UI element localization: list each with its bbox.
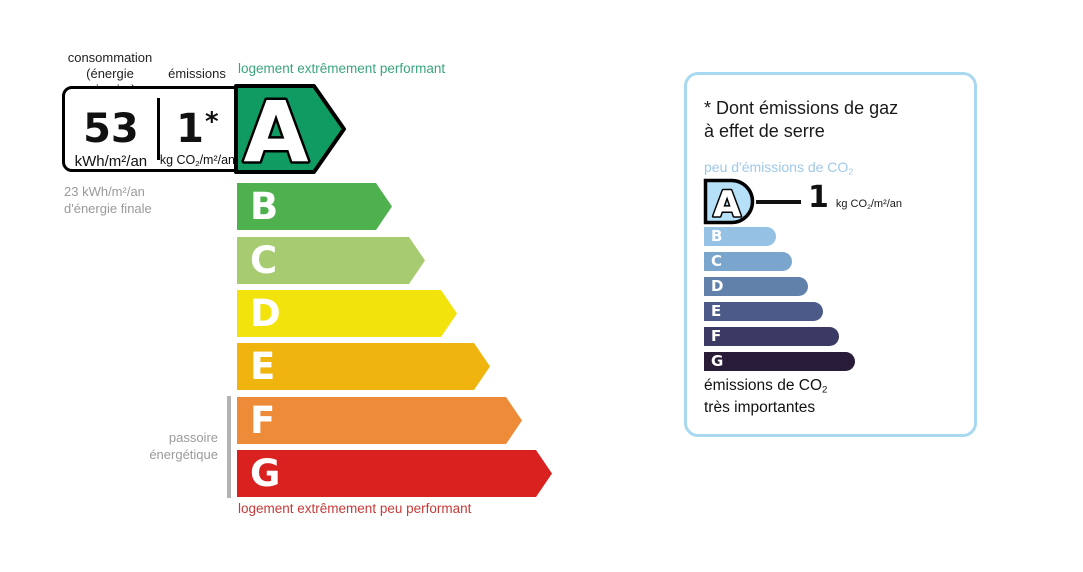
ges-high-caption-line1: émissions de CO2 [704,376,827,398]
ges-low-caption-subscript: 2 [848,166,854,177]
ges-class-e-letter: E [711,302,722,320]
ges-class-f-bar: F [704,327,839,346]
ges-class-f-letter: F [711,327,722,345]
ges-value-row: 1 kg CO2/m²/an [808,183,902,213]
energy-class-e-arrow: E [237,343,490,390]
ges-unit-prefix: kg CO [835,198,868,210]
energy-class-d-arrow: D [237,290,457,337]
emissions-unit-subscript: 2 [195,159,200,169]
ges-high-caption-line2: très importantes [704,398,816,416]
ges-low-caption-text: peu d'émissions de CO [704,159,849,175]
value-box-divider [156,98,160,160]
ges-panel-title-line1: * Dont émissions de gaz [704,98,899,118]
passoire-label-line1: passoire [168,430,218,445]
consumption-cell: 53 kWh/m²/an [65,89,157,170]
final-energy-note: 23 kWh/m²/an d'énergie finale [64,184,152,217]
ges-high-emissions-caption: émissions de CO2 très importantes [704,376,827,419]
emissions-value-number: 1 [176,106,205,152]
emissions-value: 1* [176,109,218,149]
ges-low-emissions-caption: peu d'émissions de CO2 [704,159,853,176]
ges-emissions-panel: * Dont émissions de gaz à effet de serre… [684,72,977,437]
ges-class-a-badge-shape [703,178,755,225]
energy-class-d-letter: D [250,292,281,335]
ges-connector-line [756,200,801,204]
energy-class-e-letter: E [250,345,276,388]
final-energy-note-line2: d'énergie finale [64,200,152,216]
ges-class-g-bar: G [704,352,855,371]
emissions-asterisk: * [205,107,219,137]
energy-class-g-letter: G [250,452,281,495]
ges-class-e-bar: E [704,302,823,321]
energy-class-a-letter: A [243,83,308,175]
emissions-cell: 1* kg CO2/m²/an [160,89,235,169]
consumption-unit: kWh/m²/an [74,153,148,170]
energy-class-g-arrow: G [237,450,552,497]
ges-class-b-letter: B [711,227,723,245]
energy-class-c-letter: C [250,239,278,282]
ges-class-a-badge: A [703,178,755,225]
ges-panel-title-line2: à effet de serre [704,121,825,142]
passoire-bracket-line [227,396,231,498]
ges-high-caption-line1-text: émissions de CO [704,377,823,394]
ges-panel-title: * Dont émissions de gaz à effet de serre [704,97,898,144]
energy-class-c-arrow: C [237,237,425,284]
energy-class-a-arrow: A [234,83,346,175]
value-box: 53 kWh/m²/an 1* kg CO2/m²/an [62,86,238,172]
consumption-header-line1: consommation [67,50,153,65]
energy-class-b-arrow: B [237,183,392,230]
ges-high-caption-subscript: 2 [822,384,828,396]
ges-unit-subscript: 2 [867,203,871,211]
consumption-value: 53 [83,106,139,152]
ges-unit-suffix: /m²/an [870,198,903,210]
ges-class-d-letter: D [711,277,724,295]
energy-class-f-letter: F [250,399,276,442]
passoire-label-line2: énergétique [149,446,218,462]
emissions-unit-prefix: kg CO [159,153,196,167]
energy-class-b-letter: B [250,185,279,228]
emissions-unit-suffix: /m²/an [199,153,235,167]
ges-unit: kg CO2/m²/an [836,198,902,211]
energy-class-a-arrow-shape [234,84,346,174]
emissions-unit: kg CO2/m²/an [160,153,235,168]
ges-class-c-bar: C [704,252,792,271]
final-energy-note-line1: 23 kWh/m²/an [64,184,145,199]
ges-class-b-bar: B [704,227,776,246]
emissions-header: émissions [168,66,226,81]
ges-class-d-bar: D [704,277,808,296]
top-performance-caption: logement extrêmement performant [238,61,446,76]
passoire-energetique-label: passoire énergétique [112,430,218,463]
ges-class-g-letter: G [711,352,724,370]
bottom-performance-caption: logement extrêmement peu performant [238,501,472,516]
ges-value: 1 [808,180,829,215]
ges-class-c-letter: C [711,252,723,270]
ges-class-a-letter: A [713,184,741,225]
energy-class-f-arrow: F [237,397,522,444]
